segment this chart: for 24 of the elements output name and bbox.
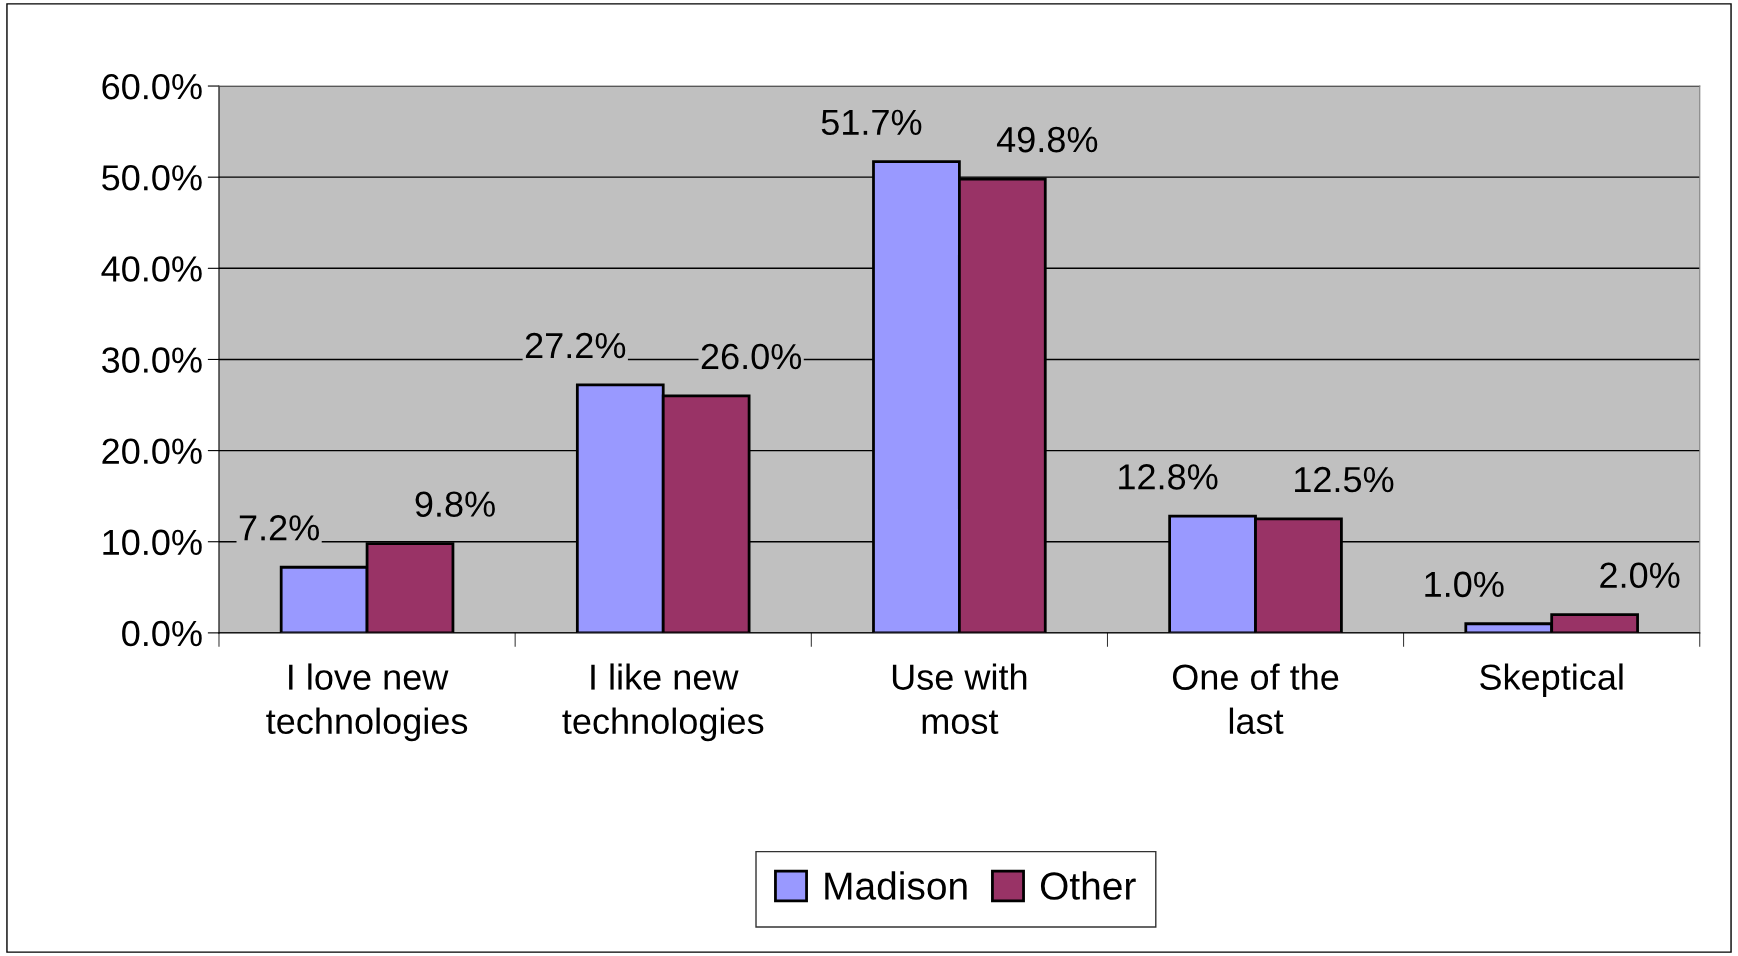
data-label: 2.0% <box>1600 562 1680 589</box>
data-label: 26.0% <box>701 343 802 370</box>
legend-label: Other <box>1040 871 1136 900</box>
data-label: 27.2% <box>525 332 626 359</box>
x-tick-label: I love new technologies <box>266 663 468 742</box>
data-label: 7.2% <box>239 515 319 541</box>
x-tick-label: I like new technologies <box>562 663 764 742</box>
legend-label: Madison <box>825 871 967 900</box>
data-label: 12.8% <box>1119 464 1218 490</box>
data-label: 51.7% <box>821 109 922 136</box>
y-tick-label: 60.0% <box>102 73 202 100</box>
y-tick-label: 40.0% <box>101 256 202 282</box>
y-tick-label: 20.0% <box>102 438 202 465</box>
x-tick-label: Skeptical <box>1480 663 1623 698</box>
y-tick-label: 10.0% <box>103 529 202 556</box>
data-label: 12.5% <box>1295 466 1394 493</box>
x-tick-label: One of the last <box>1172 663 1339 735</box>
data-label: 9.8% <box>415 491 495 517</box>
y-tick-label: 0.0% <box>122 620 202 647</box>
y-tick-label: 50.0% <box>102 165 202 191</box>
y-tick-label: 30.0% <box>102 347 202 373</box>
data-label: 49.8% <box>996 126 1098 153</box>
data-label: 1.0% <box>1425 571 1504 598</box>
x-tick-label: Use with most <box>892 663 1027 735</box>
